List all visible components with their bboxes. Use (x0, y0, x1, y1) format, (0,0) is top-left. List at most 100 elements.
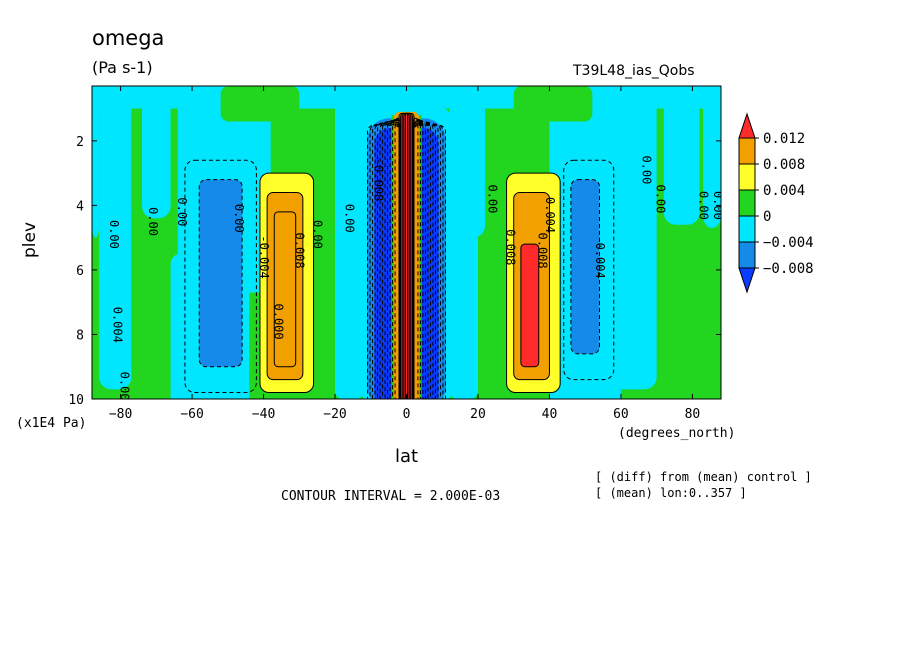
y-tick-label: 4 (76, 199, 84, 214)
contour-eq-neg-l9 (372, 123, 401, 399)
contour-label: 0.008 (536, 233, 550, 269)
x-tick-label: −20 (323, 407, 346, 422)
contour-eq-neg-r11 (412, 124, 446, 399)
contour-neg-r2 (563, 159, 615, 381)
colorbar-label: 0.008 (763, 157, 805, 173)
contour-fills (92, 86, 721, 399)
colorbar-bin (738, 112, 756, 139)
field-blue-r (570, 179, 600, 354)
x-axis-label: lat (395, 446, 419, 467)
contour-label: -0.004 (257, 235, 271, 278)
contour-label: 0.000 (271, 303, 285, 339)
field-green-sep-l (391, 115, 394, 399)
colorbar-label: 0.004 (763, 183, 805, 199)
contour-label: 0.00 (232, 204, 246, 233)
contour-label: 0.00 (486, 184, 500, 213)
colorbar-bin (738, 137, 756, 165)
contour-pos-r1 (506, 172, 561, 394)
colorbar: 0.012 0.008 0.004 0 −0.004 −0.008 (738, 112, 814, 294)
contour-label: 0.008 (504, 229, 518, 265)
y-tick-label: 10 (68, 393, 84, 408)
x-tick-label: −40 (252, 407, 275, 422)
colorbar-bin (738, 267, 756, 294)
contour-eq-neg-r10 (412, 124, 444, 399)
contour-eq-neg-r5 (412, 120, 431, 399)
contour-label: 0.00 (711, 191, 725, 220)
x-tick-label: 0 (403, 407, 411, 422)
mean-note: [ (mean) lon:0..357 ] (595, 486, 747, 500)
field-orange-l (267, 192, 303, 380)
x-axis: −80 −60 −40 −20 0 20 40 60 80 (109, 86, 700, 422)
x-tick-label: 60 (613, 407, 629, 422)
x-tick-label: 40 (542, 407, 558, 422)
contour-pos-l1 (259, 172, 315, 394)
contour-label: 0.00 (697, 191, 711, 220)
field-green-gap-l (220, 86, 300, 122)
contour-label: 0.00 (146, 207, 160, 236)
field-green-gap-r (513, 86, 593, 122)
x-tick-label: 80 (685, 407, 701, 422)
colorbar-label: −0.004 (763, 235, 814, 251)
contour-pos-r2 (513, 191, 550, 381)
contour-eq-neg-l2 (389, 119, 401, 399)
contour-label: 0.00 (639, 155, 653, 184)
contour-label: 0.004 (543, 197, 557, 233)
contour-label: 0.00 (107, 220, 121, 249)
field-cyan-1 (142, 86, 171, 219)
contour-neg-r1 (570, 179, 600, 355)
x-tick-label: −60 (180, 407, 203, 422)
y-axis-unit: (x1E4 Pa) (16, 416, 87, 431)
y-tick-label: 2 (76, 135, 84, 150)
contour-eq-pos-4 (398, 112, 415, 399)
contour-eq-neg-l0 (394, 117, 401, 399)
contour-pos-l2 (266, 191, 304, 381)
y-tick-label: 6 (76, 264, 84, 279)
contour-eq-neg-r3 (412, 119, 426, 399)
contour-label: 0.00 (343, 204, 357, 233)
contour-eq-neg-l3 (387, 119, 401, 399)
contour-eq-neg-l1 (392, 118, 401, 399)
colorbar-bin (738, 163, 756, 191)
contour-label: 0.00 (175, 197, 189, 226)
colorbar-bin (738, 189, 756, 217)
contour-pos-r3 (520, 243, 540, 368)
contour-eq-neg-r7 (412, 122, 436, 399)
colorbar-bin (738, 241, 756, 269)
contour-label: 0.008 (293, 233, 307, 269)
field-cyan-7 (703, 86, 721, 228)
contour-lines (184, 112, 615, 399)
contour-label: -0.004 (593, 235, 607, 278)
colorbar-label: 0 (763, 209, 771, 225)
contour-label: 0.00 (118, 372, 132, 401)
contour-eq-neg-l11 (367, 124, 401, 399)
colorbar-bin (738, 215, 756, 243)
x-tick-label: 20 (470, 407, 486, 422)
field-cyan-8 (92, 86, 100, 238)
contour-eq-neg-r0 (412, 117, 419, 399)
colorbar-label: 0.012 (763, 131, 805, 147)
x-axis-unit: (degrees_north) (618, 426, 736, 441)
contour-label: 0.00 (311, 220, 325, 249)
field-cyan-6 (663, 86, 700, 225)
diff-note: [ (diff) from (mean) control ] (595, 470, 812, 484)
field-blue-l (199, 179, 243, 367)
contour-label: 0.00 (654, 184, 668, 213)
chart-title: omega (92, 26, 165, 50)
contour-pos-l3 (273, 211, 297, 368)
x-tick-label: −80 (109, 407, 132, 422)
field-cyan-0 (99, 86, 132, 390)
field-green-sep-r (419, 115, 422, 399)
field-red-r (520, 244, 539, 367)
colorbar-label: −0.008 (763, 261, 814, 277)
contour-label: -0.008 (371, 158, 385, 201)
contour-neg-l1 (198, 179, 243, 368)
run-label: T39L48_ias_Qobs (573, 63, 695, 79)
contour-interval: CONTOUR INTERVAL = 2.000E-03 (281, 489, 501, 504)
y-tick-label: 8 (76, 328, 84, 343)
y-axis: 2 4 6 8 10 (68, 135, 721, 408)
chart-units: (Pa s-1) (92, 58, 153, 77)
contour-label: 0.004 (110, 307, 124, 343)
contour-eq-neg-l6 (379, 121, 401, 399)
